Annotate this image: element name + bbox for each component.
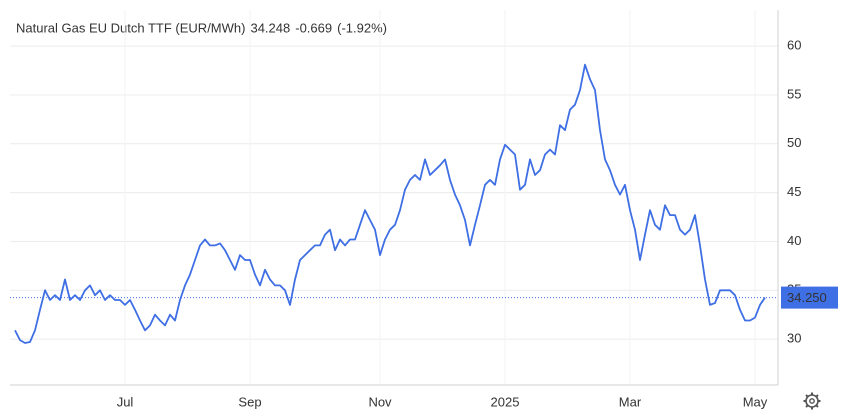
last-value: 34.248 <box>250 20 290 35</box>
gear-hub <box>809 398 815 404</box>
y-tick-label: 60 <box>787 38 801 53</box>
x-tick-label: Mar <box>619 394 642 409</box>
settings-icon[interactable] <box>803 392 821 410</box>
x-tick-label: Sep <box>238 394 261 409</box>
change-percent: (-1.92%) <box>337 20 387 35</box>
chart-title: Natural Gas EU Dutch TTF (EUR/MWh) <box>16 20 245 35</box>
gear-teeth <box>803 392 821 410</box>
y-tick-label: 40 <box>787 233 801 248</box>
x-tick-label: May <box>743 394 768 409</box>
gear-ring <box>805 394 819 408</box>
price-line <box>14 63 766 344</box>
last-price-label: 34.250 <box>787 290 827 305</box>
x-tick-label: Jul <box>117 394 134 409</box>
x-tick-label: 2025 <box>491 394 520 409</box>
x-tick-label: Nov <box>368 394 392 409</box>
change: -0.669 <box>295 20 332 35</box>
y-tick-label: 30 <box>787 331 801 346</box>
y-tick-label: 55 <box>787 86 801 101</box>
y-tick-label: 45 <box>787 184 801 199</box>
y-tick-label: 50 <box>787 135 801 150</box>
last-price-box <box>781 286 838 309</box>
